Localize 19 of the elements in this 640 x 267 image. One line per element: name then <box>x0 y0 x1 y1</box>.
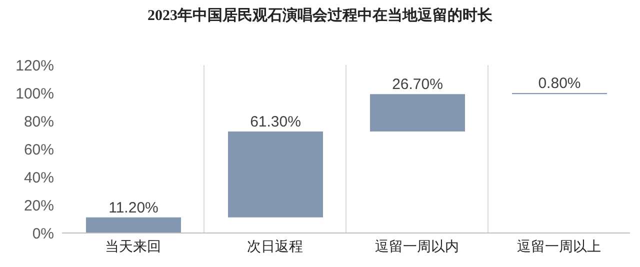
bar <box>86 217 181 233</box>
data-label: 26.70% <box>392 76 443 94</box>
chart-title: 2023年中国居民观石演唱会过程中在当地逗留的时长 <box>146 6 494 25</box>
y-tick-label: 0% <box>32 225 54 242</box>
y-tick-label: 20% <box>24 197 54 214</box>
x-tick-label: 次日返程 <box>247 238 303 255</box>
y-tick-label: 120% <box>16 57 54 74</box>
y-tick-label: 100% <box>16 85 54 102</box>
bar <box>228 132 323 218</box>
x-tick-label: 逗留一周以上 <box>517 238 601 255</box>
bar <box>370 94 465 132</box>
data-label: 61.30% <box>250 114 301 130</box>
x-tick-label: 逗留一周以内 <box>375 238 459 255</box>
y-tick-label: 80% <box>24 113 54 130</box>
data-label: 11.20% <box>108 199 158 216</box>
y-tick-label: 40% <box>24 169 54 186</box>
data-label: 0.80% <box>538 75 581 92</box>
x-tick-label: 当天来回 <box>105 238 161 255</box>
y-tick-label: 60% <box>24 141 54 158</box>
